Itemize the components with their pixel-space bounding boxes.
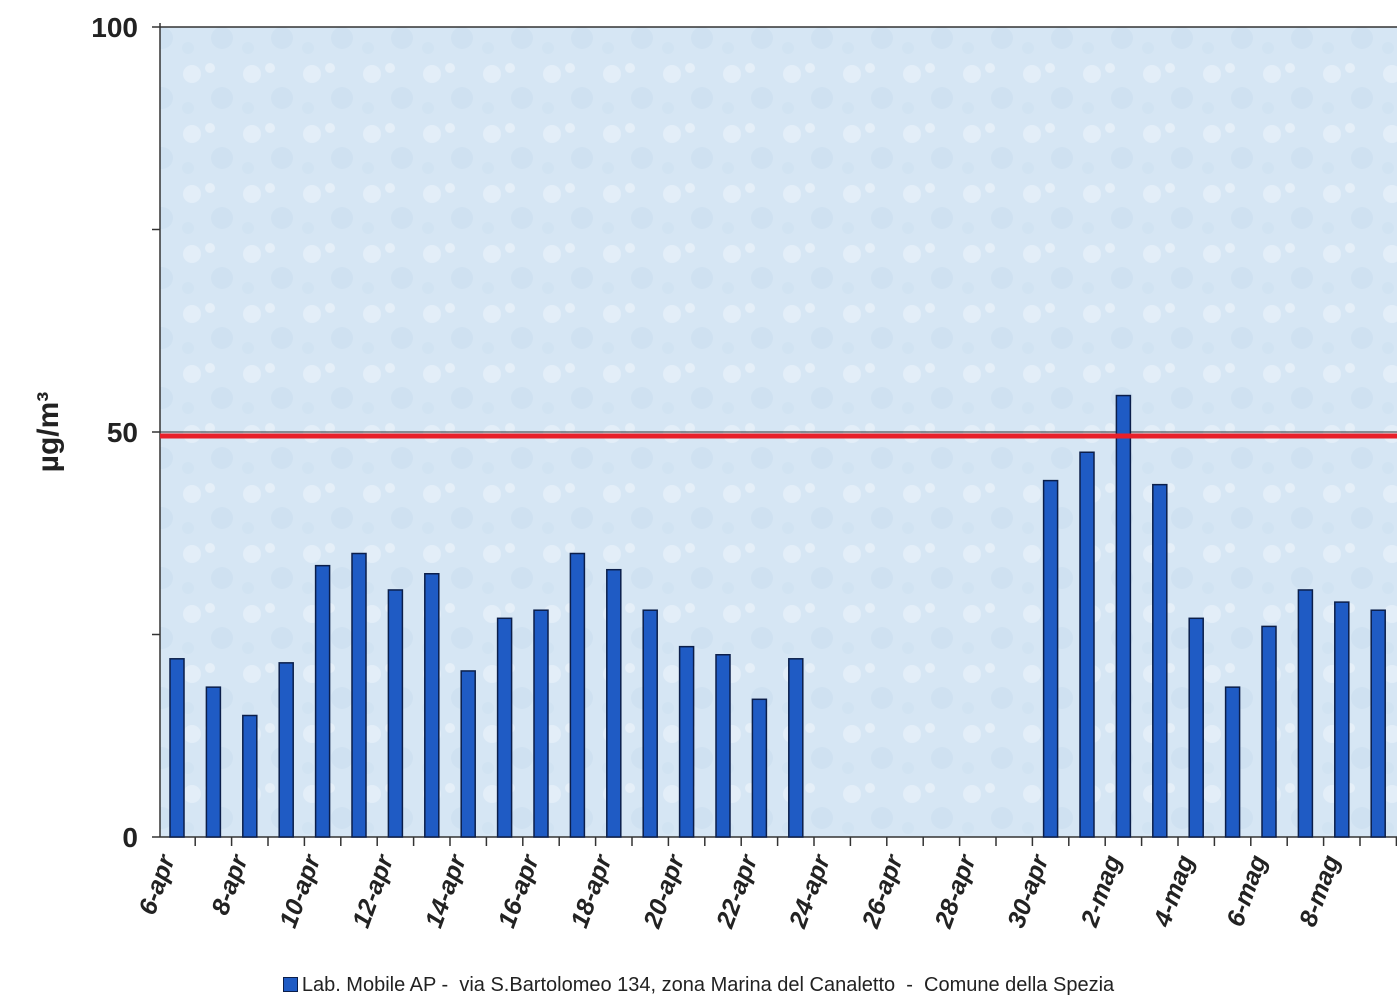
x-tick-label: 6-apr [133,850,181,918]
bar-2-mag [1115,394,1132,838]
bar-19-apr [642,609,658,838]
legend-swatch [282,977,298,992]
x-tick-label: 10-apr [274,850,326,931]
x-tick-label: 22-apr [711,850,764,932]
bar-13-apr [424,573,440,838]
bar-6-mag [1261,625,1277,838]
bar-12-apr [387,589,404,838]
y-tick-label: 50 [107,417,138,448]
bar-8-mag [1334,601,1350,838]
y-tick-label: 0 [122,822,138,853]
x-tick-label: 12-apr [347,850,399,931]
bar-8-apr [242,714,258,838]
x-tick-label: 28-apr [929,850,982,932]
x-tick-label: 16-apr [493,850,545,931]
bar-23-apr [788,658,804,838]
bar-11-apr [351,552,367,838]
y-tick-label: 100 [91,12,138,43]
bar-15-apr [496,617,513,838]
bar-18-apr [606,568,622,838]
legend-label: Lab. Mobile AP - via S.Bartolomeo 134, z… [301,974,1115,996]
bar-7-mag [1297,589,1314,838]
x-tick-label: 18-apr [565,850,617,931]
bar-6-apr [169,658,185,838]
x-tick-label: 26-apr [856,850,909,932]
x-tick-label: 8-apr [206,850,254,918]
x-tick-label: 4-mag [1148,851,1200,931]
bar-30-apr [1042,479,1059,838]
bar-14-apr [460,670,476,838]
bar-1-mag [1079,451,1095,838]
x-tick-label: 20-apr [638,850,691,932]
bar-5-mag [1224,686,1241,838]
bar-9-mag [1370,609,1386,838]
bar-20-apr [678,645,695,838]
bar-16-apr [533,609,549,838]
x-tick-label: 6-mag [1221,851,1272,930]
bar-10-apr [314,564,331,838]
bar-9-apr [278,662,294,838]
x-tick-label: 24-apr [784,850,837,932]
x-tick-label: 14-apr [420,850,472,931]
bar-3-mag [1152,483,1168,838]
x-tick-label: 8-mag [1294,851,1345,930]
bar-22-apr [751,698,768,838]
bar-7-apr [205,686,222,838]
x-tick-label: 2-mag [1075,851,1127,931]
bar-21-apr [715,654,731,838]
x-tick-label: 30-apr [1002,850,1054,931]
bar-4-mag [1188,617,1204,838]
legend: Lab. Mobile AP - via S.Bartolomeo 134, z… [0,974,1397,997]
y-axis-label: µg/m³ [32,392,65,473]
bar-17-apr [569,552,586,838]
